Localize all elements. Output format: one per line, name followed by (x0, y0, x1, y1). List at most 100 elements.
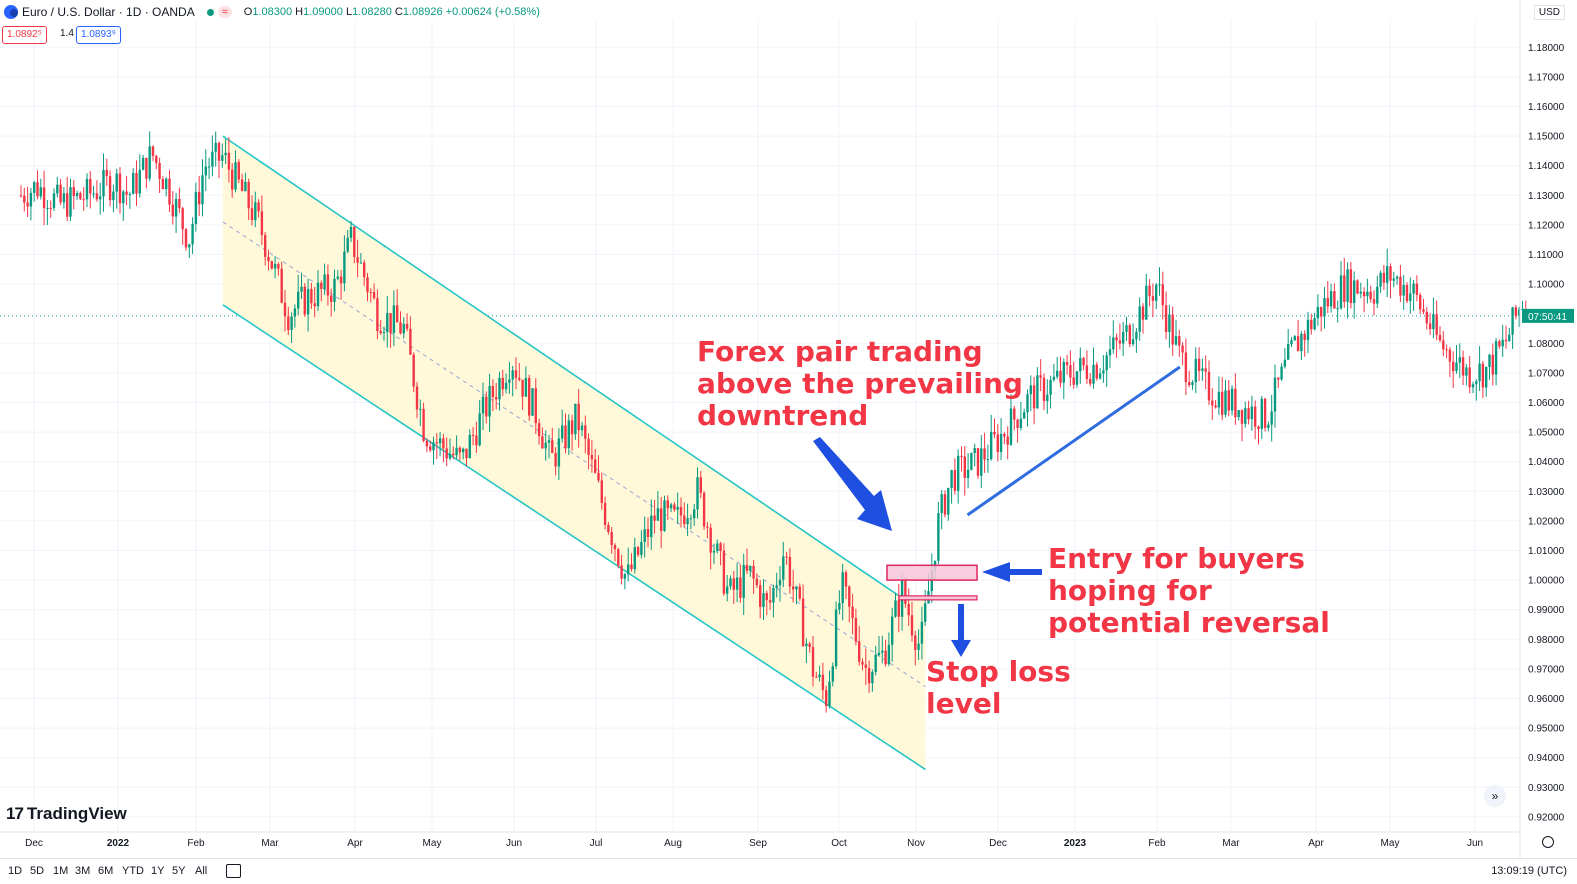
candle-body (105, 169, 108, 177)
candle-body (1178, 336, 1181, 346)
timeframe-1d[interactable]: 1D (8, 865, 23, 877)
candle-body (567, 420, 570, 449)
candle-body (432, 442, 435, 451)
price-axis[interactable]: 1.18000 1.17000 1.16000 1.15000 1.14000 1.130… (1519, 0, 1574, 858)
candle-body (537, 423, 541, 437)
candle-body (49, 207, 52, 209)
timeframe-1m[interactable]: 1M (53, 865, 69, 877)
price-tick-label: 1.13000 (1528, 191, 1565, 202)
candle-body (316, 282, 320, 307)
candle-body (1273, 377, 1277, 412)
candle-body (389, 313, 392, 333)
candle-body (1098, 373, 1102, 379)
candle-body (1230, 388, 1234, 411)
price-tick-label: 1.01000 (1528, 546, 1565, 557)
candle-body (749, 565, 752, 571)
candle-body (26, 202, 29, 207)
candle-body (620, 565, 623, 579)
time-tick-label: Jun (1467, 838, 1483, 849)
timeframe-5y[interactable]: 5Y (172, 865, 186, 877)
candle-body (666, 500, 669, 509)
currency-selector[interactable]: USD (1533, 5, 1565, 20)
price-tick-label: 0.96000 (1528, 694, 1565, 705)
market-open-icon (206, 8, 214, 16)
candle-body (323, 274, 326, 289)
candle-body (1405, 285, 1409, 302)
buy-price-button[interactable]: 1.0893⁹ (76, 26, 121, 44)
price-tick-label: 1.16000 (1528, 102, 1565, 113)
candle-body (1201, 368, 1204, 371)
price-tick-label: 1.05000 (1528, 428, 1565, 439)
candle-body (1019, 418, 1023, 428)
candle-body (1257, 426, 1260, 429)
candle-body (838, 603, 841, 610)
candle-body (890, 616, 894, 645)
candle-body (696, 477, 699, 510)
timeframe-3m[interactable]: 3M (75, 865, 91, 877)
candle-body (702, 492, 706, 527)
time-axis[interactable]: Dec 2022 Feb Mar Apr May Jun Jul Aug Sep Oct Nov Dec… (0, 831, 1520, 849)
candle-body (834, 609, 838, 667)
candle-body (69, 187, 72, 217)
candle-body (415, 386, 419, 410)
candle-body (306, 289, 310, 315)
candle-body (729, 578, 732, 587)
candle-body (1504, 339, 1508, 342)
candle-body (194, 191, 198, 224)
candle-body (158, 162, 161, 179)
candle-body (1128, 325, 1131, 345)
symbol-title[interactable]: Euro / U.S. Dollar · 1D · OANDA (22, 5, 195, 19)
candle-body (689, 518, 693, 520)
price-tick-label: 1.08000 (1528, 339, 1565, 350)
candle-body (1055, 370, 1059, 377)
calendar-range-icon[interactable] (226, 864, 241, 878)
candle-body (544, 442, 547, 449)
candle-body (1085, 365, 1089, 379)
candle-body (310, 289, 313, 304)
candle-body (923, 603, 927, 622)
candle-body (914, 635, 917, 650)
candle-body (636, 547, 640, 555)
candle-body (1306, 319, 1310, 341)
timeframe-5d[interactable]: 5D (30, 865, 45, 877)
candle-body (356, 257, 359, 263)
price-tick-label: 1.03000 (1528, 487, 1565, 498)
candle-body (580, 425, 584, 431)
settings-gear-icon[interactable] (1542, 836, 1554, 848)
candle-body (504, 382, 508, 390)
tradingview-logo[interactable]: 17 TradingView (6, 804, 127, 824)
candle-body (1145, 285, 1148, 320)
timeframe-ytd[interactable]: YTD (122, 865, 144, 877)
timeframe-6m[interactable]: 6M (98, 865, 114, 877)
timeframe-1y[interactable]: 1Y (151, 865, 165, 877)
stop-annotation-line-2: level (926, 687, 1002, 720)
countdown-label: 07:50:41 (1528, 312, 1567, 323)
candle-body (1260, 398, 1263, 429)
time-tick-label: Sep (749, 838, 767, 849)
candle-body (1069, 365, 1072, 378)
candle-body (313, 303, 316, 307)
candle-body (1277, 377, 1280, 380)
candle-body (587, 438, 590, 455)
time-tick-label: Apr (1308, 838, 1324, 849)
utc-clock[interactable]: 13:09:19 (UTC) (1491, 865, 1567, 877)
candle-body (920, 621, 924, 644)
candle-body (772, 587, 775, 603)
time-tick-label: Nov (907, 838, 925, 849)
candle-body (1270, 411, 1273, 425)
candle-body (1366, 291, 1369, 297)
candle-body (1013, 408, 1016, 420)
scroll-to-realtime-button[interactable]: » (1484, 785, 1506, 807)
candle-body (221, 155, 224, 161)
candle-body (1346, 269, 1349, 302)
timeframe-all[interactable]: All (195, 865, 208, 877)
candle-body (353, 226, 356, 258)
sell-price-button[interactable]: 1.0892⁵ (2, 26, 47, 44)
price-tick-label: 0.99000 (1528, 605, 1565, 616)
candle-body (623, 574, 627, 579)
candle-body (191, 223, 194, 245)
candle-body (877, 652, 881, 655)
drawing-overlays (813, 365, 1181, 657)
candle-body (656, 508, 660, 521)
